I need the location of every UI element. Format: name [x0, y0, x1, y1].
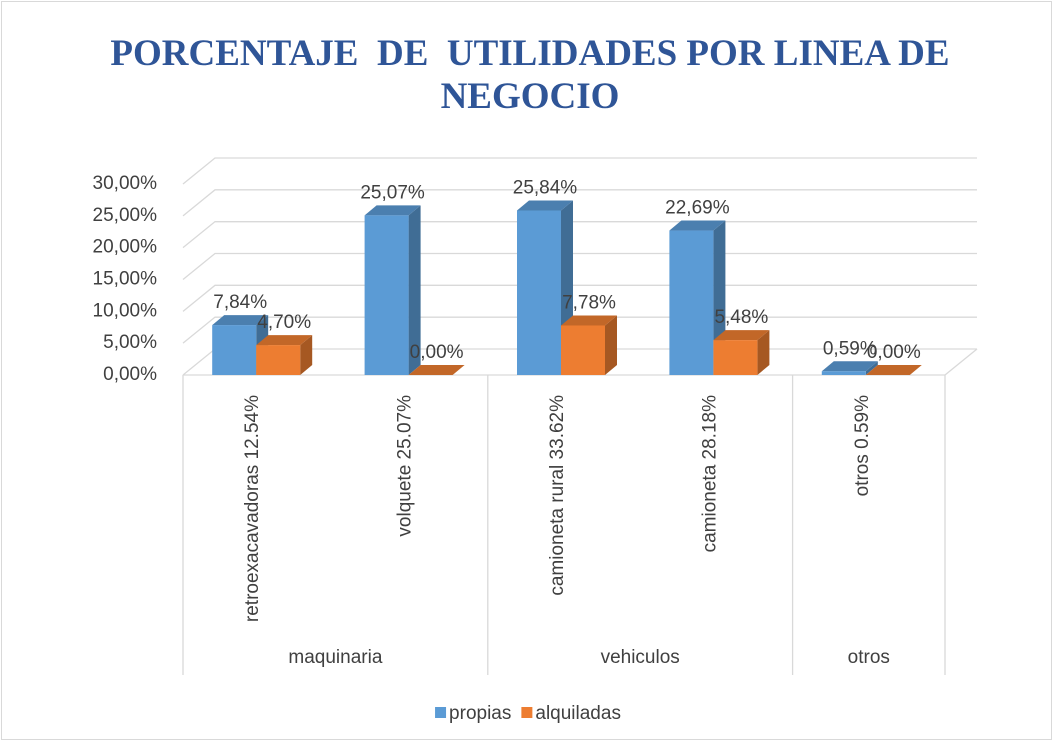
grid-line [182, 252, 977, 281]
bar [212, 325, 257, 375]
chart-title: PORCENTAJE DE UTILIDADES POR LINEA DE NE… [110, 33, 959, 117]
group-label: otros [848, 647, 890, 668]
x-tick-label: camioneta 28.18% [699, 395, 720, 552]
legend-swatch [521, 707, 533, 718]
bar-3d [821, 361, 878, 375]
bar-side [605, 315, 617, 375]
bar-top [821, 361, 878, 372]
grid-line [182, 221, 977, 249]
x-tick-label: volquete 25.07% [395, 395, 416, 537]
bar-top [713, 330, 770, 341]
x-tick-label: retroexacavadoras 12.54% [242, 395, 263, 622]
bar-top [408, 365, 465, 375]
bar-side [408, 205, 421, 375]
data-label: 0,59% [823, 338, 877, 359]
bar-3d [408, 365, 465, 375]
bar-3d [669, 220, 726, 375]
data-label: 22,69% [665, 198, 730, 219]
data-label: 0,00% [867, 342, 921, 363]
legend-label: alquiladas [535, 703, 621, 724]
bar-top [669, 220, 726, 231]
grid-line [182, 189, 977, 217]
bar [713, 340, 758, 375]
bar [669, 230, 714, 375]
legend: propias alquiladas [435, 703, 621, 724]
bar-3d [713, 330, 770, 375]
data-label: 7,84% [213, 292, 267, 313]
data-label: 0,00% [410, 342, 464, 363]
data-label: 5,48% [714, 307, 768, 328]
x-tick-label: otros 0.59% [852, 395, 873, 496]
bar-side [865, 361, 878, 375]
bar [364, 215, 409, 375]
legend-swatch [435, 707, 447, 718]
y-tick-label: 30,00% [93, 173, 158, 194]
floor-side [944, 348, 978, 376]
bar [517, 210, 561, 375]
y-tick-label: 10,00% [93, 300, 158, 321]
legend-label: propias [449, 703, 511, 724]
bar [256, 345, 301, 375]
y-tick-label: 0,00% [103, 364, 157, 385]
data-label: 7,78% [562, 292, 616, 313]
bar-side [300, 335, 313, 375]
bar-top [517, 200, 573, 211]
group-label: maquinaria [288, 647, 382, 668]
y-tick-label: 25,00% [93, 205, 158, 226]
bar-3d [256, 335, 313, 375]
bar-side [757, 330, 770, 375]
group-label: vehiculos [601, 647, 680, 668]
bar-3d [364, 205, 421, 375]
bar-top [256, 335, 313, 346]
bar-top [561, 315, 617, 326]
x-tick-label: camioneta rural 33.62% [547, 395, 568, 596]
bar-3d [561, 315, 617, 375]
y-tick-label: 20,00% [93, 237, 158, 258]
data-label: 25,84% [513, 178, 578, 199]
bar-top [364, 205, 421, 216]
bar [821, 371, 866, 375]
bar-top [212, 315, 269, 326]
y-tick-label: 5,00% [103, 332, 157, 353]
data-label: 4,70% [257, 312, 311, 333]
grid-line [182, 157, 977, 185]
data-label: 25,07% [360, 182, 425, 203]
y-tick-label: 15,00% [93, 269, 158, 290]
bar-top [865, 365, 922, 375]
bar [561, 325, 605, 375]
bar-3d [865, 365, 922, 375]
